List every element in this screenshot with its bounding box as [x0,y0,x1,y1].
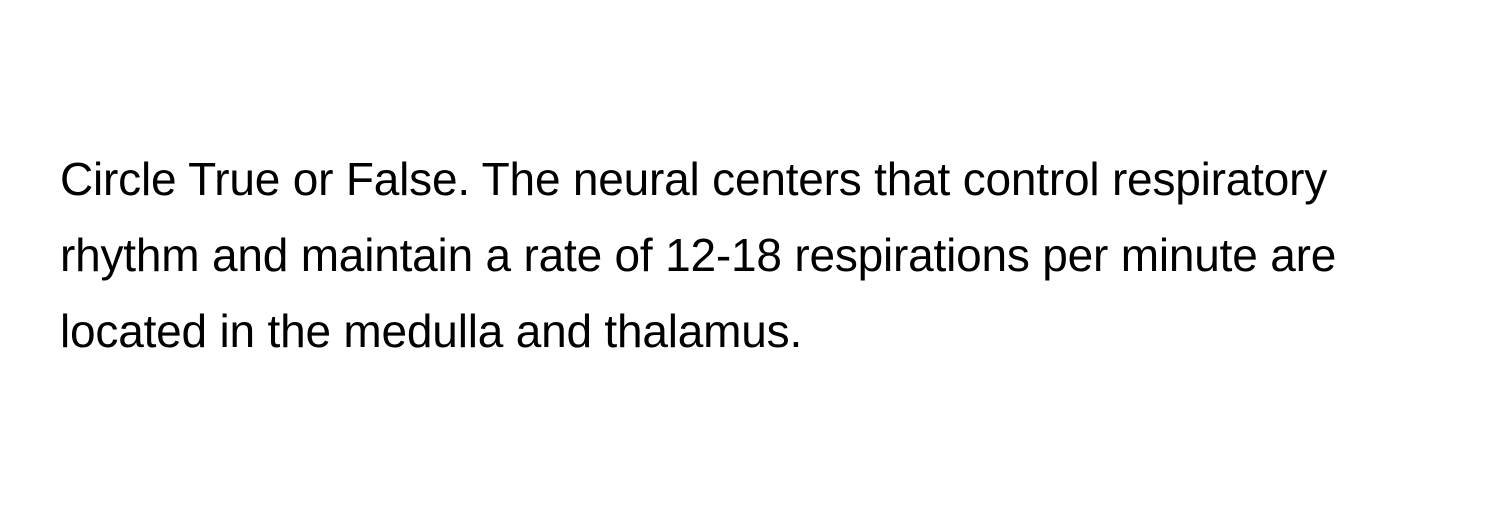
question-text: Circle True or False. The neural centers… [60,142,1440,370]
